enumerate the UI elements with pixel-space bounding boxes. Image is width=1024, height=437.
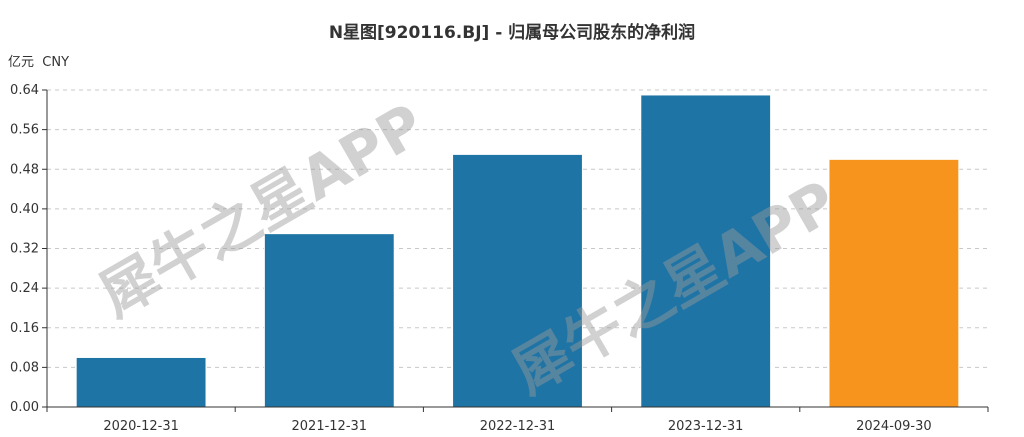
x-tick-label: 2020-12-31 [103, 419, 179, 434]
x-tick-label: 2022-12-31 [480, 419, 556, 434]
y-axis-unit-label: 亿元 CNY [8, 55, 69, 70]
bars [75, 94, 960, 408]
bar [640, 94, 772, 408]
y-tick-label: 0.40 [10, 202, 39, 217]
x-axis-ticks: 2020-12-31 2021-12-31 2022-12-31 2023-12-31… [46, 407, 989, 434]
y-tick-label: 0.16 [10, 321, 39, 336]
y-tick-label: 0.32 [10, 242, 39, 257]
bar [75, 356, 207, 408]
y-tick-label: 0.56 [10, 123, 39, 138]
y-tick-label: 0.48 [10, 162, 39, 177]
y-tick-label: 0.64 [10, 83, 39, 98]
y-tick-label: 0.08 [10, 360, 39, 375]
y-axis-ticks: 0.00 0.08 0.16 0.24 0.32 0.40 0.48 0.56 0.64 [10, 83, 47, 415]
bar [263, 233, 395, 408]
x-tick-label: 2023-12-31 [668, 419, 744, 434]
y-tick-label: 0.24 [10, 281, 39, 296]
bar [828, 158, 960, 408]
x-tick-label: 2024-09-30 [856, 419, 932, 434]
y-tick-label: 0.00 [10, 400, 39, 415]
axes [46, 90, 988, 408]
x-tick-label: 2021-12-31 [292, 419, 368, 434]
chart-title: N星图[920116.BJ] - 归属母公司股东的净利润 [329, 22, 695, 43]
